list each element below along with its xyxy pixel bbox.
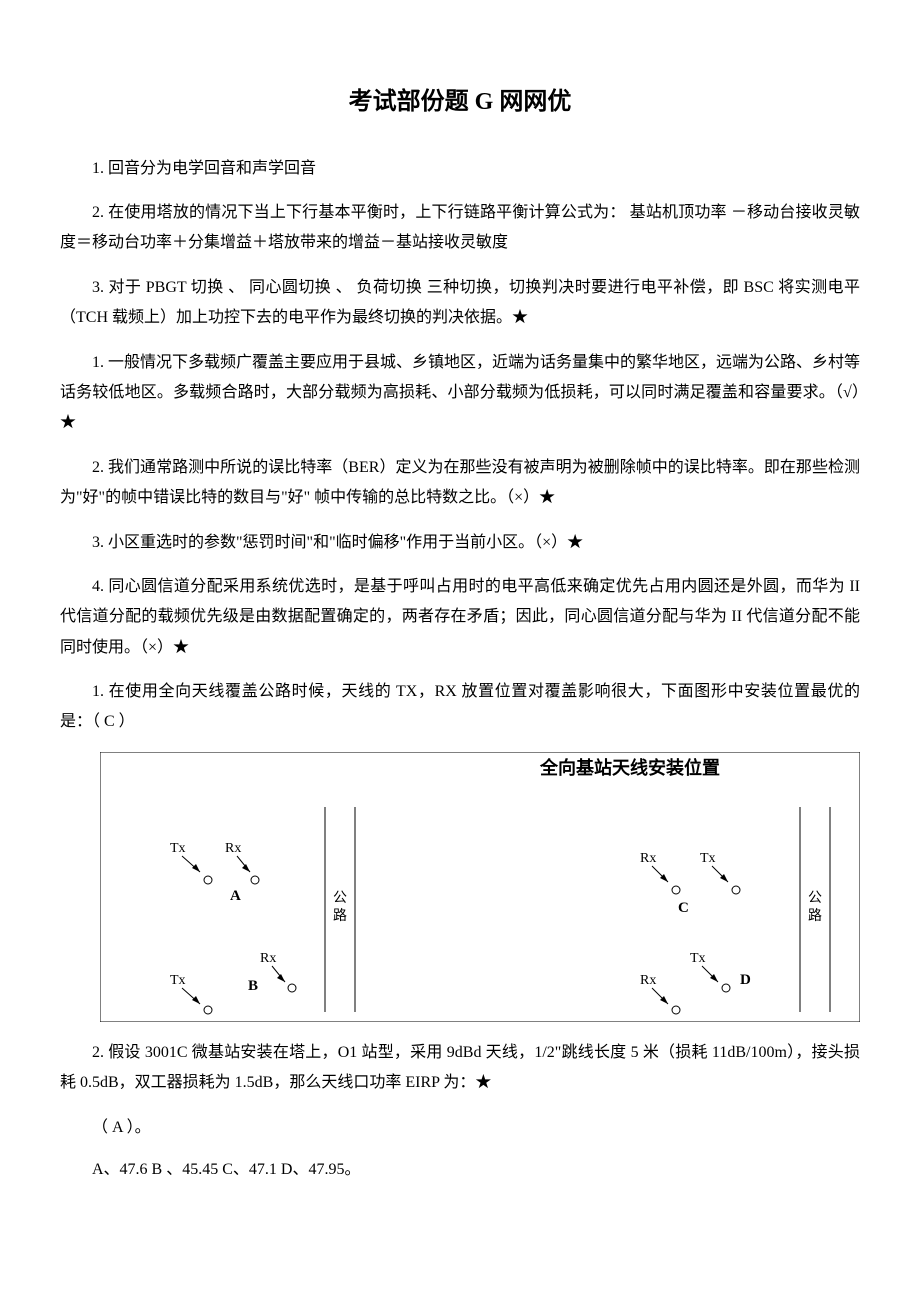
d-tx-label: Tx [690,951,706,966]
c-rx-label: Rx [640,851,656,866]
b-tx-label: Tx [170,973,186,988]
a-tx-label: Tx [170,841,186,856]
paragraph-1: 1. 回音分为电学回音和声学回音 [60,154,860,184]
paragraph-6: 3. 小区重选时的参数"惩罚时间"和"临时偏移"作用于当前小区。（×）★ [60,528,860,558]
paragraph-11: A、47.6 B 、45.45 C、47.1 D、47.95。 [60,1155,860,1185]
c-tx-label: Tx [700,851,716,866]
paragraph-4: 1. 一般情况下多载频广覆盖主要应用于县城、乡镇地区，近端为话务量集中的繁华地区… [60,348,860,439]
road-label-right-2: 路 [808,908,822,924]
diagram-title: 全向基站天线安装位置 [539,757,720,778]
paragraph-7: 4. 同心圆信道分配采用系统优选时，是基于呼叫占用时的电平高低来确定优先占用内圆… [60,572,860,663]
paragraph-10: （ A ）。 [60,1113,860,1143]
road-label-right-1: 公 [808,891,822,906]
opt-d-label: D [740,972,751,988]
paragraph-2: 2. 在使用塔放的情况下当上下行基本平衡时，上下行链路平衡计算公式为： 基站机顶… [60,198,860,259]
b-rx-label: Rx [260,951,276,966]
paragraph-5: 2. 我们通常路测中所说的误比特率（BER）定义为在那些没有被声明为被删除帧中的… [60,453,860,514]
paragraph-3: 3. 对于 PBGT 切换 、 同心圆切换 、 负荷切换 三种切换，切换判决时要… [60,273,860,334]
paragraph-9: 2. 假设 3001C 微基站安装在塔上，O1 站型，采用 9dBd 天线，1/… [60,1038,860,1099]
road-label-left-1: 公 [333,891,347,906]
opt-a-label: A [230,888,241,904]
diagram-svg: 全向基站天线安装位置 公 路 Tx Rx A Rx Tx B 公 路 Rx Tx [100,752,860,1022]
page-title: 考试部份题 G 网网优 [60,80,860,126]
a-rx-label: Rx [225,841,241,856]
d-rx-label: Rx [640,973,656,988]
road-label-left-2: 路 [333,908,347,924]
opt-b-label: B [248,978,258,994]
paragraph-8: 1. 在使用全向天线覆盖公路时候，天线的 TX，RX 放置位置对覆盖影响很大，下… [60,677,860,738]
opt-c-label: C [678,900,689,916]
antenna-diagram: 全向基站天线安装位置 公 路 Tx Rx A Rx Tx B 公 路 Rx Tx [100,752,860,1022]
